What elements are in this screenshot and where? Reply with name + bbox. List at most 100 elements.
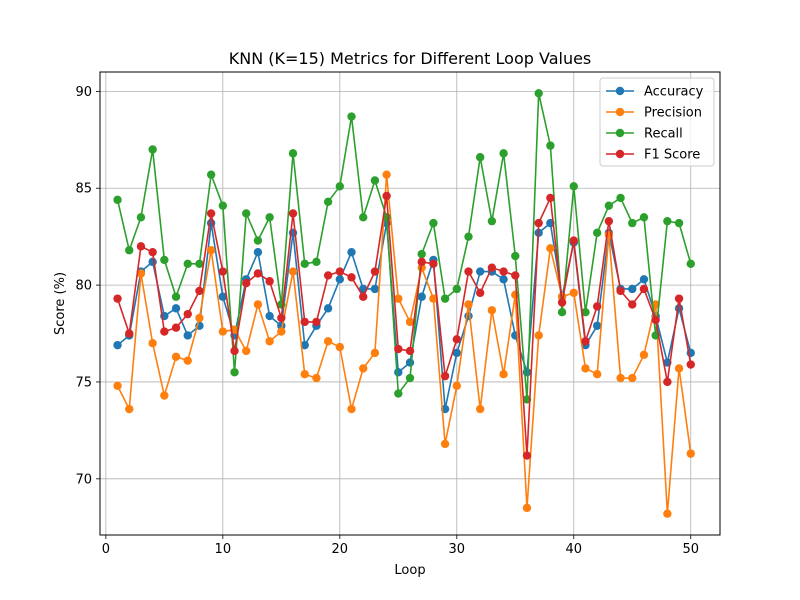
- precision-point: [464, 300, 473, 309]
- recall-point: [300, 259, 309, 268]
- precision-point: [616, 373, 625, 383]
- precision-point: [452, 381, 461, 391]
- recall-point: [230, 368, 239, 377]
- legend-item-accuracy: Accuracy: [606, 85, 704, 100]
- recall-point: [511, 251, 520, 261]
- f1-score-point: [113, 294, 122, 303]
- accuracy-point: [253, 247, 263, 257]
- f1-score-point: [475, 288, 485, 298]
- precision-point: [253, 300, 263, 309]
- f1-score-point: [651, 315, 660, 325]
- f1-score-point: [300, 317, 309, 327]
- accuracy-point: [218, 292, 228, 301]
- accuracy-point: [265, 311, 274, 321]
- legend-item-precision: Precision: [606, 106, 702, 121]
- f1-score-point: [663, 377, 672, 387]
- precision-point: [546, 244, 555, 253]
- precision-point: [581, 364, 590, 373]
- recall-point: [475, 153, 485, 162]
- recall-point: [534, 89, 543, 98]
- x-axis-label: Loop: [394, 563, 425, 578]
- x-tick-label: 40: [566, 542, 583, 557]
- accuracy-point: [183, 331, 192, 340]
- precision-point: [429, 294, 438, 303]
- accuracy-point: [639, 275, 649, 284]
- precision-point: [265, 337, 274, 346]
- precision-point: [663, 509, 672, 518]
- recall-point: [148, 145, 157, 154]
- recall-point: [288, 149, 298, 158]
- plot-area-frame: [99, 71, 721, 536]
- recall-point: [440, 294, 450, 303]
- f1-score-point: [628, 300, 637, 309]
- f1-score-point: [195, 286, 204, 296]
- precision-point: [136, 269, 146, 278]
- precision-point: [206, 246, 216, 255]
- accuracy-point: [628, 284, 637, 294]
- f1-score-point: [265, 277, 274, 286]
- accuracy-point: [323, 304, 333, 313]
- f1-score-point: [569, 236, 578, 245]
- f1-score-point: [218, 267, 228, 276]
- recall-point: [452, 284, 461, 294]
- accuracy-point: [300, 340, 309, 350]
- recall-point: [429, 218, 438, 228]
- y-tick-label: 90: [75, 85, 92, 100]
- legend: Accuracy Precision Recall F1 Score: [599, 77, 715, 167]
- recall-point: [312, 257, 321, 267]
- precision-point: [300, 370, 309, 379]
- accuracy-point: [347, 247, 356, 257]
- accuracy-point: [464, 311, 473, 321]
- precision-point: [569, 288, 578, 298]
- f1-score-point: [242, 278, 251, 288]
- precision-point: [323, 337, 333, 346]
- recall-point: [616, 193, 625, 203]
- f1-score-point: [429, 259, 438, 268]
- precision-point: [288, 267, 298, 276]
- f1-score-point: [148, 247, 157, 257]
- legend-label: Accuracy: [644, 85, 704, 100]
- f1-score-point: [499, 267, 508, 276]
- legend-item-f1-score: F1 Score: [606, 148, 700, 163]
- precision-point: [639, 350, 649, 360]
- recall-point: [347, 112, 356, 121]
- f1-score-point: [370, 267, 380, 276]
- accuracy-point: [592, 321, 602, 330]
- recall-point: [125, 246, 134, 255]
- x-tick-label: 50: [682, 542, 699, 557]
- legend-item-recall: Recall: [606, 127, 683, 142]
- precision-point: [534, 331, 543, 340]
- f1-score-point: [347, 273, 356, 282]
- precision-point: [592, 370, 602, 379]
- recall-point: [218, 201, 228, 210]
- recall-point: [546, 141, 555, 150]
- recall-point: [136, 213, 146, 222]
- accuracy-point: [370, 284, 380, 294]
- precision-point: [347, 404, 356, 414]
- precision-point: [487, 306, 497, 315]
- recall-point: [686, 259, 695, 268]
- accuracy-point: [499, 275, 508, 284]
- y-tick-label: 75: [75, 375, 92, 390]
- recall-line: [116, 92, 692, 401]
- precision-point: [499, 370, 508, 379]
- series-recall: [113, 89, 695, 404]
- precision-point: [335, 342, 345, 352]
- f1-score-point: [417, 257, 426, 267]
- f1-score-point: [136, 242, 146, 251]
- recall-point: [581, 308, 590, 317]
- f1-score-point: [230, 346, 239, 356]
- precision-point: [522, 503, 532, 513]
- f1-score-point: [511, 271, 520, 280]
- recall-point: [206, 170, 216, 179]
- precision-point: [171, 352, 181, 361]
- f1-score-point: [253, 269, 263, 278]
- legend-marker: [615, 149, 625, 159]
- precision-point: [195, 313, 204, 323]
- y-tick-label: 80: [75, 279, 92, 294]
- precision-point: [148, 339, 157, 348]
- accuracy-point: [405, 358, 415, 367]
- legend-marker: [615, 107, 625, 117]
- recall-point: [499, 149, 508, 158]
